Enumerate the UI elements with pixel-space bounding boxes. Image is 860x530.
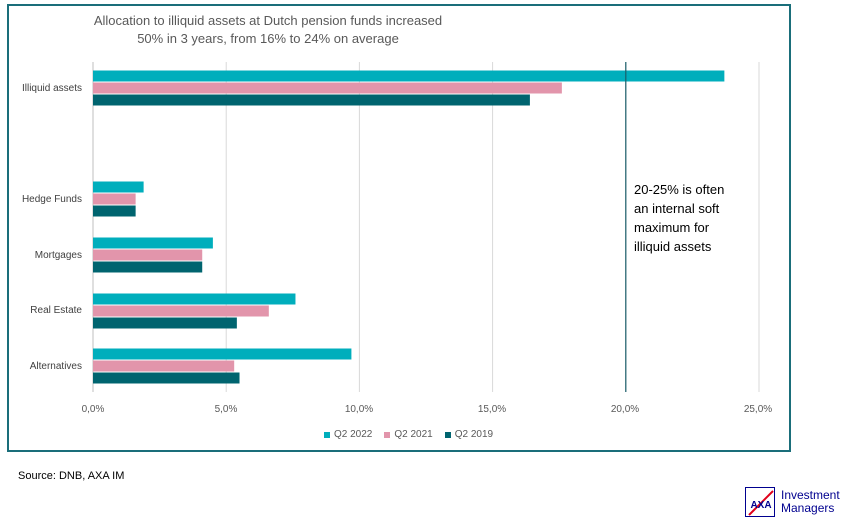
category-label-illiquid-assets: Illiquid assets bbox=[21, 83, 82, 94]
category-label-real-estate: Real Estate bbox=[30, 305, 82, 316]
bar-q2-2022 bbox=[93, 237, 213, 249]
x-tick-label: 5,0% bbox=[214, 404, 238, 415]
x-tick-label: 10,0% bbox=[344, 404, 374, 415]
reference-annotation: 20-25% is often an internal soft maximum… bbox=[634, 180, 754, 256]
x-tick-label: 15,0% bbox=[477, 404, 507, 415]
chart-legend: Q2 2022 Q2 2021 Q2 2019 bbox=[324, 429, 493, 440]
bar-q2-2021 bbox=[93, 249, 203, 261]
axa-logo-mark: AXA bbox=[745, 487, 775, 517]
x-tick-label: 0,0% bbox=[81, 404, 105, 415]
legend-label: Q2 2021 bbox=[394, 429, 433, 440]
bar-q2-2021 bbox=[93, 82, 562, 94]
source-note: Source: DNB, AXA IM bbox=[18, 470, 125, 482]
legend-label: Q2 2019 bbox=[454, 429, 494, 440]
bar-q2-2021 bbox=[93, 360, 235, 372]
annotation-line: maximum for bbox=[634, 220, 710, 235]
chart-title-line1: Allocation to illiquid assets at Dutch p… bbox=[93, 13, 443, 28]
logo-line1: Investment bbox=[781, 488, 840, 502]
bar-q2-2019 bbox=[93, 372, 240, 384]
legend-label: Q2 2022 bbox=[334, 429, 373, 440]
bar-q2-2022 bbox=[93, 348, 352, 360]
category-label-hedge-funds: Hedge Funds bbox=[21, 194, 82, 205]
category-label-alternatives: Alternatives bbox=[29, 361, 82, 372]
bar-q2-2022 bbox=[93, 181, 144, 193]
legend-item-q2-2022: Q2 2022 bbox=[324, 429, 372, 440]
bar-q2-2022 bbox=[93, 70, 725, 82]
category-label-mortgages: Mortgages bbox=[34, 250, 82, 261]
bar-q2-2019 bbox=[93, 261, 203, 273]
annotation-line: 20-25% is often bbox=[634, 182, 725, 197]
legend-swatch bbox=[324, 431, 330, 438]
chart-frame bbox=[7, 4, 791, 452]
x-tick-label: 25,0% bbox=[743, 404, 773, 415]
svg-text:AXA: AXA bbox=[750, 500, 771, 511]
legend-swatch bbox=[444, 431, 451, 438]
legend-item-q2-2021: Q2 2021 bbox=[384, 429, 433, 440]
logo-line2: Managers bbox=[781, 501, 835, 515]
bar-q2-2019 bbox=[93, 317, 237, 329]
bar-q2-2019 bbox=[93, 205, 136, 217]
chart-title-line2: 50% in 3 years, from 16% to 24% on avera… bbox=[137, 31, 399, 46]
axa-logo: AXA Investment Managers bbox=[745, 487, 840, 517]
bar-q2-2019 bbox=[93, 94, 530, 106]
bar-q2-2021 bbox=[93, 305, 269, 317]
annotation-line: illiquid assets bbox=[634, 239, 712, 254]
x-tick-label: 20,0% bbox=[610, 404, 640, 415]
bar-q2-2022 bbox=[93, 293, 296, 305]
bar-q2-2021 bbox=[93, 193, 136, 205]
legend-swatch bbox=[384, 431, 391, 438]
logo-wordmark: Investment Managers bbox=[781, 489, 840, 515]
annotation-line: an internal soft bbox=[634, 201, 720, 216]
legend-item-q2-2019: Q2 2019 bbox=[444, 429, 494, 440]
